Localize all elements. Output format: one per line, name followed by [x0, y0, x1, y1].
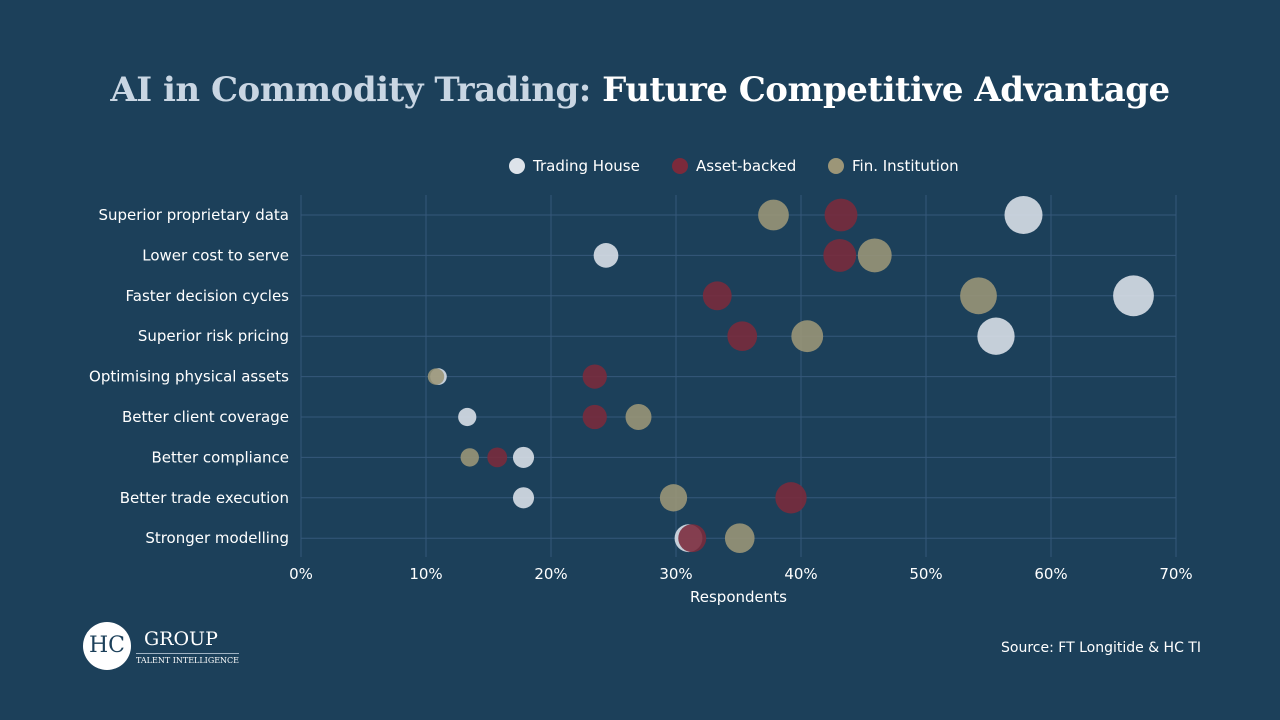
bubble-fin-institution — [758, 199, 789, 231]
y-category-label: Superior risk pricing — [138, 327, 289, 345]
x-tick-label: 70% — [1159, 565, 1192, 583]
bubble-fin-institution — [960, 277, 997, 315]
bubble-asset-backed — [824, 198, 858, 232]
legend-marker — [672, 158, 688, 174]
bubble-asset-backed — [487, 447, 508, 468]
bubble-asset-backed — [702, 281, 732, 311]
y-category-label: Better compliance — [151, 448, 289, 466]
bubble-asset-backed — [678, 524, 707, 553]
bubble-fin-institution — [857, 238, 892, 273]
bubble-asset-backed — [775, 482, 807, 514]
bubble-trading-house — [458, 407, 477, 427]
bubble-fin-institution — [659, 484, 688, 512]
bubble-trading-house — [977, 317, 1015, 355]
y-category-label: Optimising physical assets — [89, 368, 289, 386]
bubble-fin-institution — [625, 404, 652, 430]
bubble-fin-institution — [427, 368, 445, 385]
source-note: Source: FT Longitide & HC TI — [1001, 640, 1201, 656]
legend-marker — [828, 158, 844, 174]
y-category-label: Lower cost to serve — [142, 246, 289, 264]
bubble-trading-house — [593, 243, 619, 268]
bubble-asset-backed — [582, 404, 607, 430]
bubble-asset-backed — [823, 238, 857, 272]
logo-name: GROUP — [144, 628, 218, 650]
y-category-label: Superior proprietary data — [98, 206, 289, 224]
y-category-label: Faster decision cycles — [126, 287, 290, 305]
x-tick-label: 10% — [409, 565, 442, 583]
bubble-fin-institution — [724, 523, 755, 554]
x-tick-label: 0% — [289, 565, 313, 583]
bubble-fin-institution — [791, 320, 824, 353]
x-tick-label: 60% — [1034, 565, 1067, 583]
legend-label: Asset-backed — [696, 157, 796, 175]
bubble-trading-house — [512, 487, 535, 509]
logo-mark: HC — [83, 622, 131, 670]
x-tick-label: 20% — [534, 565, 567, 583]
bubble-trading-house — [512, 446, 535, 468]
y-category-label: Better client coverage — [122, 408, 289, 426]
title-part1: AI in Commodity Trading: — [110, 70, 591, 110]
title-part2: Future Competitive Advantage — [602, 70, 1170, 110]
x-axis-label: Respondents — [690, 588, 787, 606]
chart-title: AI in Commodity Trading: Future Competit… — [0, 70, 1280, 110]
x-tick-label: 40% — [784, 565, 817, 583]
logo: HC GROUP TALENT INTELLIGENCE — [83, 622, 243, 672]
y-category-label: Stronger modelling — [145, 529, 289, 547]
legend-marker — [509, 158, 525, 174]
bubble-trading-house — [1113, 275, 1154, 317]
bubble-fin-institution — [460, 448, 479, 467]
bubble-asset-backed — [582, 364, 607, 389]
logo-subtitle: TALENT INTELLIGENCE — [136, 653, 240, 665]
x-tick-label: 30% — [659, 565, 692, 583]
bubble-asset-backed — [727, 321, 758, 352]
x-tick-label: 50% — [909, 565, 942, 583]
legend-label: Trading House — [532, 157, 640, 175]
bubble-trading-house — [1004, 195, 1043, 235]
y-category-label: Better trade execution — [120, 489, 289, 507]
legend-label: Fin. Institution — [852, 157, 959, 175]
